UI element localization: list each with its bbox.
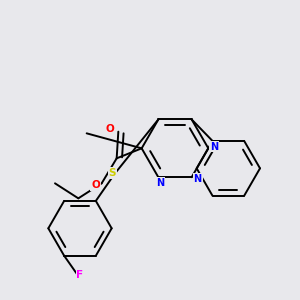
Text: N: N [210, 142, 218, 152]
Text: O: O [91, 180, 100, 190]
Text: N: N [194, 174, 202, 184]
Text: N: N [156, 178, 164, 188]
Text: S: S [109, 168, 116, 178]
Text: O: O [106, 124, 114, 134]
Text: F: F [76, 270, 84, 280]
